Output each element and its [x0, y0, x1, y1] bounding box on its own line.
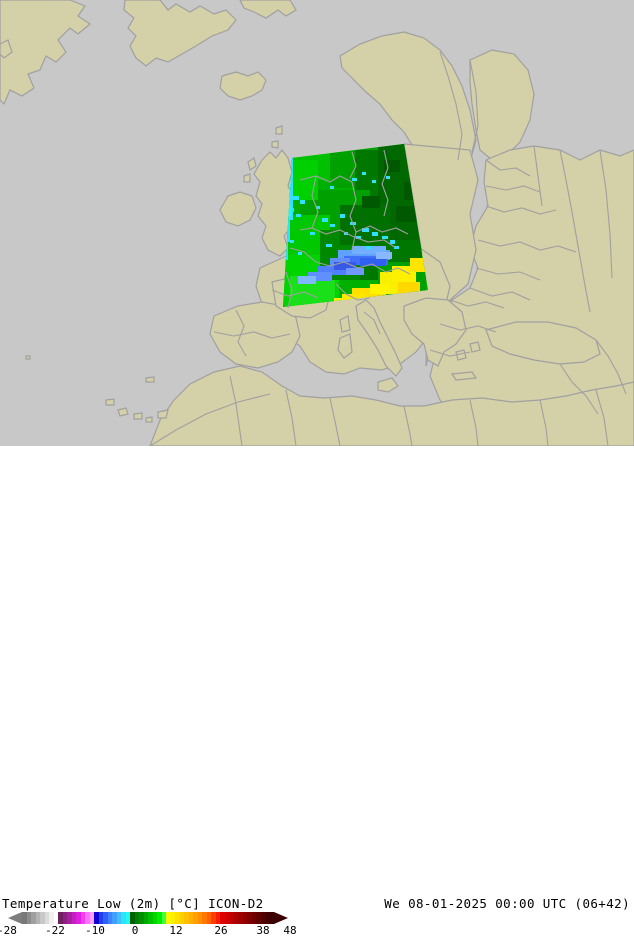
legend-tick-label: 12 [169, 924, 183, 937]
legend-tick-label: -10 [85, 924, 105, 937]
legend-tick-label: 38 [256, 924, 270, 937]
legend-overflow-arrow-icon [274, 912, 288, 924]
map-canvas[interactable] [0, 0, 634, 446]
color-legend-swatches [22, 912, 274, 924]
run-timestamp: We 08-01-2025 00:00 UTC (06+42) [384, 896, 630, 911]
legend-underflow-arrow-icon [8, 912, 22, 924]
legend-tick-label: 26 [214, 924, 228, 937]
footer-panel: Temperature Low (2m) [°C] ICON-D2 We 08-… [0, 446, 634, 937]
legend-tick-label: 48 [283, 924, 297, 937]
color-legend-bar-wrapper [8, 912, 288, 924]
map-graphic [0, 0, 634, 446]
legend-tick-label: -28 [0, 924, 17, 937]
legend-tick-label: -22 [45, 924, 65, 937]
legend-tick-label: 0 [131, 924, 139, 937]
page-title: Temperature Low (2m) [°C] ICON-D2 [2, 896, 264, 911]
color-legend-ticks: -28 -22 -10 0 12 26 38 48 [0, 924, 300, 937]
country-borders [149, 51, 627, 446]
color-legend[interactable]: -28 -22 -10 0 12 26 38 48 [0, 911, 300, 937]
landmasses [0, 0, 634, 446]
